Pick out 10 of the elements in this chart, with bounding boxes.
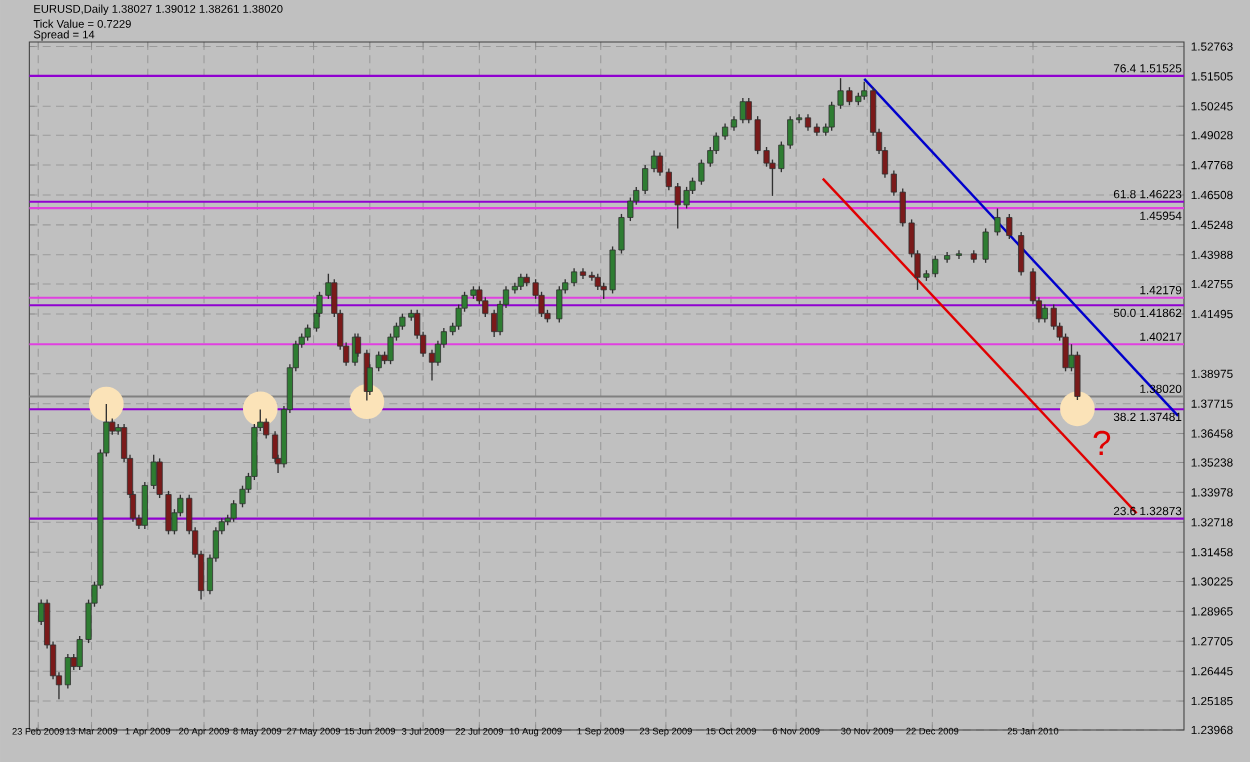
candlestick bbox=[588, 271, 595, 282]
candlestick bbox=[982, 227, 989, 264]
candlestick bbox=[1006, 213, 1013, 240]
candlestick bbox=[955, 249, 963, 260]
candlestick bbox=[556, 285, 563, 324]
candlestick bbox=[1074, 350, 1081, 401]
candlestick bbox=[1018, 231, 1025, 277]
candlestick bbox=[994, 207, 1001, 237]
candlestick bbox=[64, 653, 71, 690]
annotation: ? bbox=[1093, 430, 1111, 455]
